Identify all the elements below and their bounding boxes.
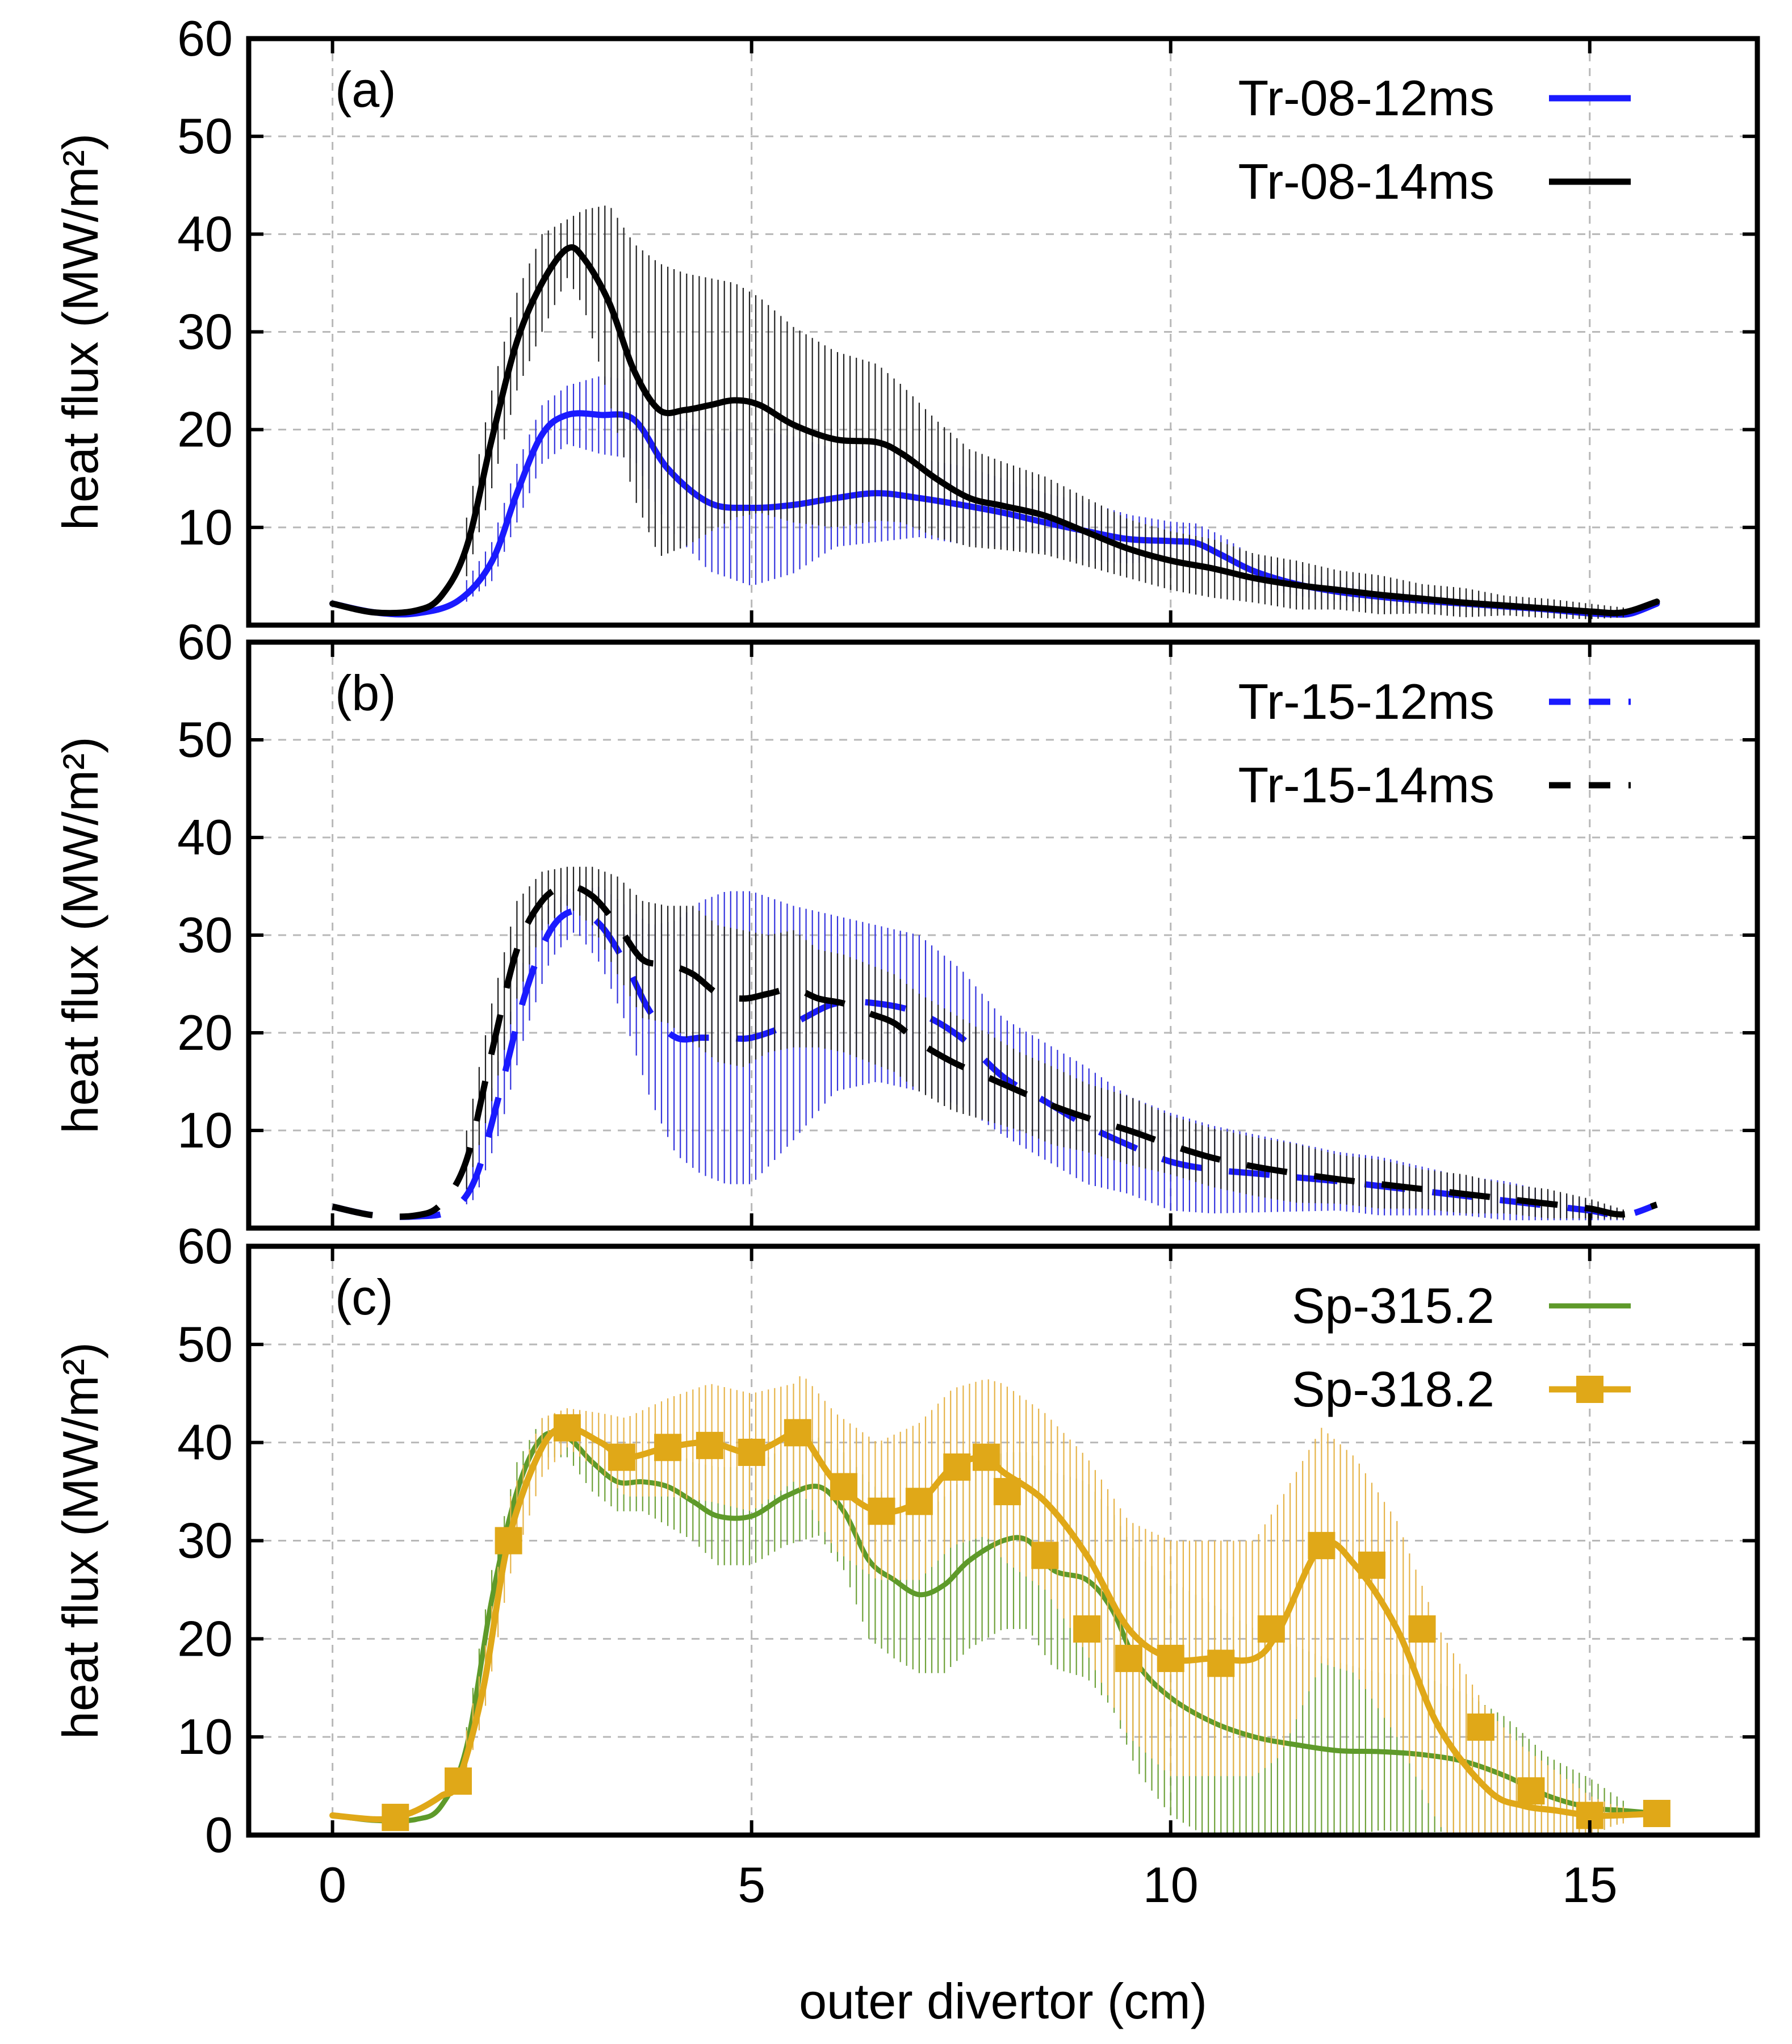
panel-c-ytick-label: 20 <box>177 1610 233 1666</box>
panel-b-ticks: 60 50 40 30 20 10 <box>177 614 1757 1228</box>
series-line-tr-08-14ms <box>329 244 1660 617</box>
panel-a-ytick-label: 20 <box>177 401 233 458</box>
legend-label-tr-08-12ms: Tr-08-12ms <box>1238 70 1494 126</box>
panel-a-ytick-label: 10 <box>177 499 233 555</box>
panel-c-ytick-label: 10 <box>177 1708 233 1765</box>
panel-b-series <box>332 866 1658 1221</box>
panel-c-label: (c) <box>335 1269 393 1325</box>
panel-b-ylabel: heat flux (MW/m²) <box>52 736 108 1133</box>
series-sp-318-2 <box>329 1376 1670 1835</box>
data-point <box>830 1473 858 1501</box>
data-point <box>1073 1615 1101 1643</box>
panel-a-legend: Tr-08-12ms Tr-08-14ms <box>1238 70 1631 210</box>
data-point <box>1308 1532 1335 1560</box>
data-point <box>868 1497 895 1525</box>
panel-c-ytick-label: 60 <box>177 1218 233 1274</box>
panel-c-ytick-label: 50 <box>177 1316 233 1372</box>
panel-a-ytick-label: 30 <box>177 304 233 360</box>
data-point <box>696 1431 723 1459</box>
data-point <box>495 1527 522 1555</box>
data-point <box>1467 1713 1494 1741</box>
panel-b-ytick-label: 20 <box>177 1004 233 1061</box>
legend-label-tr-15-12ms: Tr-15-12ms <box>1238 673 1494 730</box>
data-point <box>738 1438 765 1466</box>
markers-sp-318-2 <box>382 1414 1670 1831</box>
series-line-sp-318-2 <box>329 1425 1660 1823</box>
legend-label-tr-15-14ms: Tr-15-14ms <box>1238 757 1494 813</box>
series-line-sp-315-2 <box>330 1430 1660 1824</box>
legend-label-tr-08-14ms: Tr-08-14ms <box>1238 153 1494 210</box>
legend-label-sp-315-2: Sp-315.2 <box>1292 1278 1494 1334</box>
xtick-label-15: 15 <box>1562 1857 1618 1913</box>
series-tr-08-14ms <box>329 206 1660 619</box>
series-tr-15-14ms <box>332 866 1658 1220</box>
data-point <box>1115 1644 1142 1672</box>
panel-b-ytick-label: 60 <box>177 614 233 670</box>
data-point <box>1517 1777 1545 1805</box>
data-point <box>1031 1542 1059 1569</box>
x-axis-title: outer divertor (cm) <box>799 1973 1207 2029</box>
panel-c-ytick-label: 30 <box>177 1513 233 1569</box>
data-point <box>905 1488 933 1515</box>
panel-a: 60 50 40 30 20 10 (a) heat flux (MW/m²) Tr-08… <box>52 10 1760 628</box>
data-point <box>972 1443 1000 1471</box>
data-point <box>784 1419 811 1447</box>
data-point <box>1157 1644 1184 1672</box>
panel-b: 60 50 40 30 20 10 (b) heat flux (MW/m²) Tr-15… <box>52 614 1760 1231</box>
xtick-label-10: 10 <box>1143 1857 1199 1913</box>
panel-b-ytick-label: 50 <box>177 711 233 768</box>
panel-a-ytick-label: 60 <box>177 10 233 66</box>
panel-b-ytick-label: 30 <box>177 907 233 963</box>
panel-c-legend: Sp-315.2 Sp-318.2 <box>1292 1278 1631 1417</box>
panel-a-ytick-label: 40 <box>177 206 233 262</box>
data-point <box>608 1443 635 1471</box>
data-point <box>654 1434 682 1461</box>
xtick-label-0: 0 <box>319 1857 346 1913</box>
legend-marker-sp-318-2 <box>1576 1376 1603 1403</box>
panel-b-ytick-label: 40 <box>177 809 233 865</box>
data-point <box>993 1478 1021 1506</box>
data-point <box>1643 1799 1670 1827</box>
panel-b-legend: Tr-15-12ms Tr-15-14ms <box>1238 673 1631 813</box>
panel-c-series <box>329 1376 1670 1835</box>
panel-c-ticks: 60 50 40 30 20 10 0 0 5 10 15 <box>177 1218 1757 1913</box>
panel-c-ytick-label: 0 <box>205 1807 233 1863</box>
data-point <box>1257 1615 1285 1643</box>
data-point <box>553 1414 581 1442</box>
panel-a-ytick-label: 50 <box>177 108 233 164</box>
data-point <box>1358 1551 1385 1579</box>
legend-label-sp-318-2: Sp-318.2 <box>1292 1361 1494 1417</box>
panel-c-ytick-label: 40 <box>177 1414 233 1471</box>
panel-b-label: (b) <box>335 665 396 721</box>
panel-c-ylabel: heat flux (MW/m²) <box>52 1342 108 1739</box>
data-point <box>445 1767 472 1795</box>
panel-a-label: (a) <box>335 61 396 118</box>
panel-c: 60 50 40 30 20 10 0 0 5 10 15 (c) heat flux (MW/m²… <box>52 1218 1760 2029</box>
panel-a-ticks: 60 50 40 30 20 10 <box>177 10 1757 625</box>
panel-a-grid <box>249 39 1757 625</box>
panel-b-ytick-label: 10 <box>177 1102 233 1158</box>
data-point <box>943 1453 971 1481</box>
series-line-tr-15-14ms <box>332 883 1658 1220</box>
panel-a-series <box>329 206 1660 619</box>
data-point <box>1408 1615 1436 1643</box>
panel-a-ylabel: heat flux (MW/m²) <box>52 133 108 530</box>
xtick-label-5: 5 <box>738 1857 765 1913</box>
data-point <box>1207 1649 1235 1677</box>
data-point <box>382 1803 409 1831</box>
